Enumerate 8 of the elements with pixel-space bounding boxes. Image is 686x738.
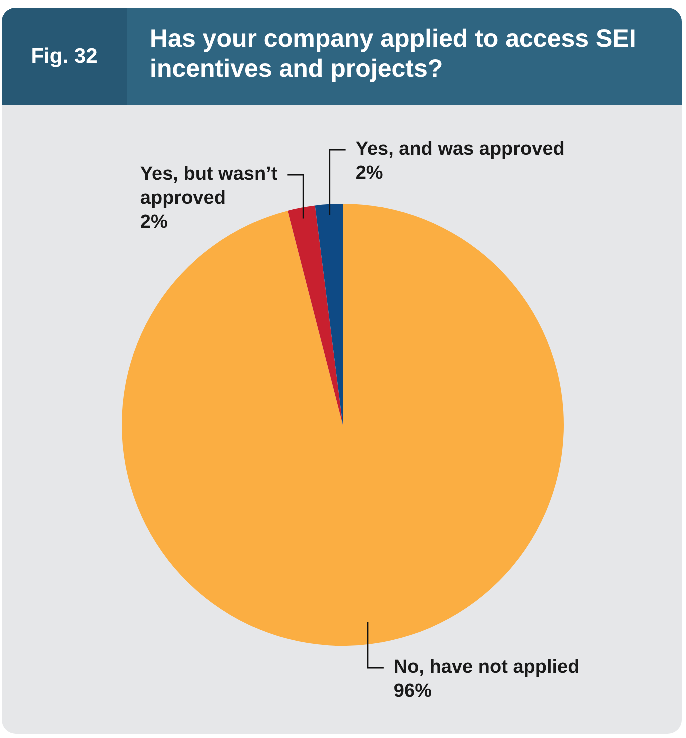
chart-title: Has your company applied to access SEI incentives and projects? (150, 24, 638, 84)
slice-label: No, have not applied (394, 657, 580, 678)
slice-label: Yes, but wasn’t approved (140, 164, 278, 210)
slice-label: Yes, and was approved (356, 139, 565, 160)
data-label: 2% (356, 163, 384, 184)
data-label: 96% (394, 681, 432, 702)
data-label: 2% (140, 212, 168, 234)
caption: Fig. 32 (2, 8, 127, 105)
